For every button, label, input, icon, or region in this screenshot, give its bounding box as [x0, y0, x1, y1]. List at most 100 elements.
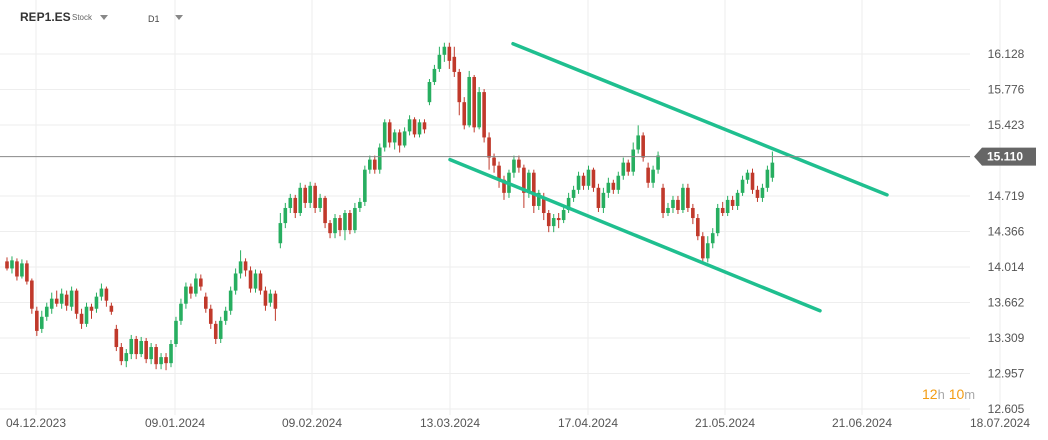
candle [467, 70, 472, 128]
trendline [511, 41, 889, 197]
candle [293, 194, 298, 219]
symbol-dropdown-icon[interactable] [100, 15, 108, 20]
candle-body [74, 290, 79, 314]
candle-body [49, 298, 54, 309]
candle [333, 214, 337, 239]
candle-body [676, 199, 680, 210]
candle [621, 157, 626, 180]
candle [139, 336, 143, 358]
candle [194, 273, 198, 297]
chart-header: REP1.ES Stock D1 [0, 0, 1048, 34]
candle-body [616, 175, 621, 190]
candle [646, 162, 650, 188]
candle-body [512, 159, 516, 173]
candle-body [601, 192, 606, 208]
y-tick-label: 12.957 [988, 367, 1025, 381]
y-tick-label: 14.366 [988, 225, 1025, 239]
candle [228, 286, 233, 315]
candle [626, 159, 631, 176]
candle [30, 278, 34, 314]
candle [581, 172, 586, 190]
candle-body [472, 76, 476, 128]
candle-body [745, 172, 750, 180]
candle-body [566, 197, 571, 210]
candle [740, 175, 745, 196]
candle-body [164, 357, 168, 364]
candle [184, 282, 188, 309]
timeframe-dropdown-icon[interactable] [175, 15, 183, 20]
candle-timer: 12h 10m [922, 386, 975, 402]
symbol-type-label: Stock [72, 13, 93, 22]
candle-body [358, 201, 362, 208]
candle [397, 129, 402, 153]
candle-body [328, 223, 332, 234]
candle [725, 195, 730, 217]
candle [760, 183, 765, 202]
candle-body [755, 189, 760, 198]
candle [278, 213, 283, 249]
candle-body [730, 199, 735, 206]
candle-body [646, 167, 650, 183]
candle [64, 290, 69, 311]
candle [69, 286, 74, 311]
candle [412, 117, 417, 138]
candle-body [586, 169, 591, 186]
candle-body [25, 263, 29, 282]
x-tick-label: 09.01.2024 [145, 416, 205, 430]
timer-hours: 12 [922, 386, 938, 402]
candle-body [238, 261, 243, 274]
candle [701, 232, 705, 263]
candle-body [387, 122, 392, 143]
candle [283, 202, 288, 229]
candle-body [298, 187, 303, 214]
candle-body [204, 296, 208, 309]
candle [377, 143, 382, 174]
candle-body [666, 207, 670, 214]
candle [576, 171, 581, 194]
candle-body [308, 185, 312, 203]
candle [213, 320, 218, 345]
candle-body [89, 306, 94, 311]
candle [402, 127, 407, 148]
symbol-label[interactable]: REP1.ES [20, 10, 71, 24]
candle-body [278, 223, 283, 244]
x-tick-label: 21.05.2024 [695, 416, 755, 430]
candle [392, 129, 397, 150]
candle-body [268, 293, 273, 303]
candle [656, 151, 660, 174]
candle-body [30, 280, 34, 309]
candle [39, 310, 44, 333]
candle-body [124, 353, 129, 362]
candle-body [417, 122, 422, 135]
candle-body [313, 185, 317, 208]
candle-body [452, 56, 457, 72]
candle-body [432, 68, 437, 83]
candle [44, 302, 49, 321]
candle [358, 197, 362, 213]
candle-body [571, 189, 576, 198]
candle-body [323, 197, 327, 224]
candle-body [228, 290, 233, 311]
trendline [448, 157, 822, 313]
candle [691, 203, 695, 225]
y-axis-labels: 16.128 15.776 15.423 14.719 14.366 14.014 13.6… [988, 47, 1025, 416]
candle-body [656, 155, 660, 170]
candle-body [556, 218, 561, 221]
timeframe-label[interactable]: D1 [148, 14, 160, 24]
candle [348, 209, 352, 235]
candle [462, 97, 467, 130]
candle [318, 193, 322, 213]
candle-body [5, 261, 9, 269]
x-tick-label: 17.04.2024 [558, 416, 618, 430]
candle-body [223, 310, 228, 321]
candle [353, 202, 357, 234]
candle [288, 193, 293, 214]
candle [114, 324, 119, 352]
candle [223, 306, 228, 325]
candle-body [651, 169, 655, 183]
candle [298, 182, 303, 217]
candle-body [760, 187, 765, 198]
candle-body [422, 122, 427, 130]
candle [686, 183, 690, 213]
